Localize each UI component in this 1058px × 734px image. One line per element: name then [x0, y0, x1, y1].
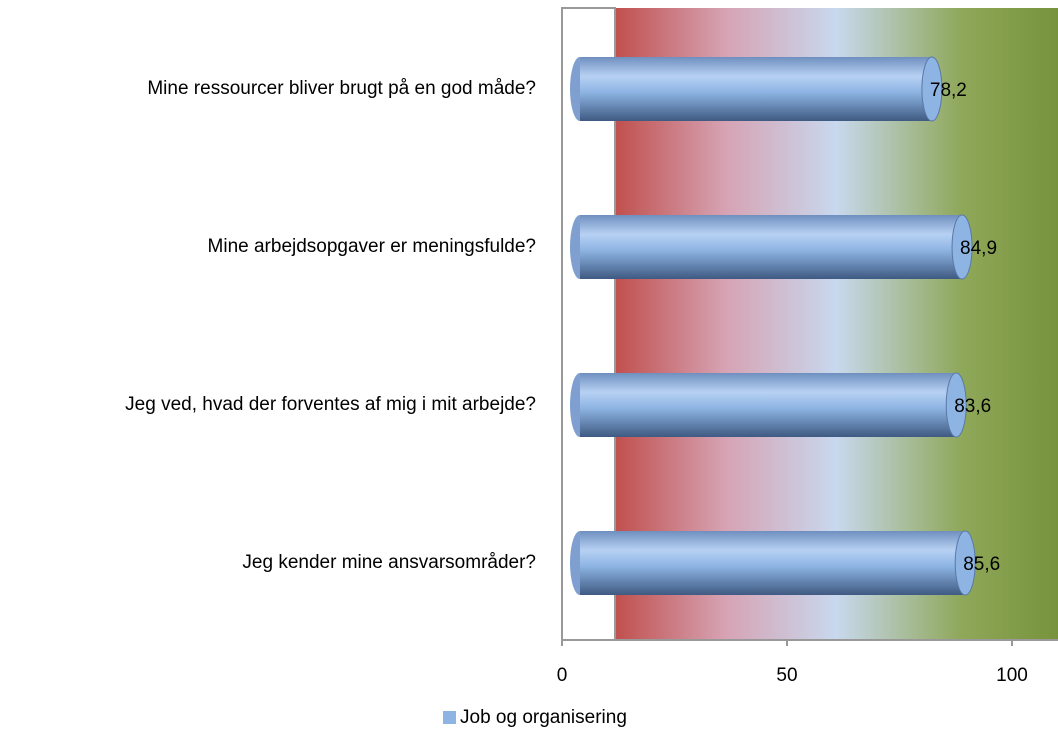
x-tick-label: 100 [996, 665, 1028, 686]
bar [580, 215, 963, 279]
legend-label: Job og organisering [460, 707, 627, 728]
bar [580, 373, 957, 437]
bar [580, 57, 932, 121]
bar-cap [951, 214, 973, 280]
data-label: 83,6 [954, 396, 991, 417]
data-label: 78,2 [930, 80, 967, 101]
y-tick-label: Mine arbejdsopgaver er meningsfulde? [208, 236, 536, 257]
data-label: 85,6 [963, 554, 1000, 575]
bar-cap [945, 372, 967, 438]
y-tick-label: Jeg ved, hvad der forventes af mig i mit… [125, 394, 536, 415]
x-tick-label: 50 [776, 665, 797, 686]
bar-cap [954, 530, 976, 596]
bar-cap [921, 56, 943, 122]
bar [580, 531, 966, 595]
legend-swatch [443, 711, 456, 724]
y-tick-label: Jeg kender mine ansvarsområder? [242, 552, 536, 573]
y-tick-label: Mine ressourcer bliver brugt på en god m… [147, 78, 536, 99]
data-label: 84,9 [960, 238, 997, 259]
x-tick-label: 0 [557, 665, 568, 686]
